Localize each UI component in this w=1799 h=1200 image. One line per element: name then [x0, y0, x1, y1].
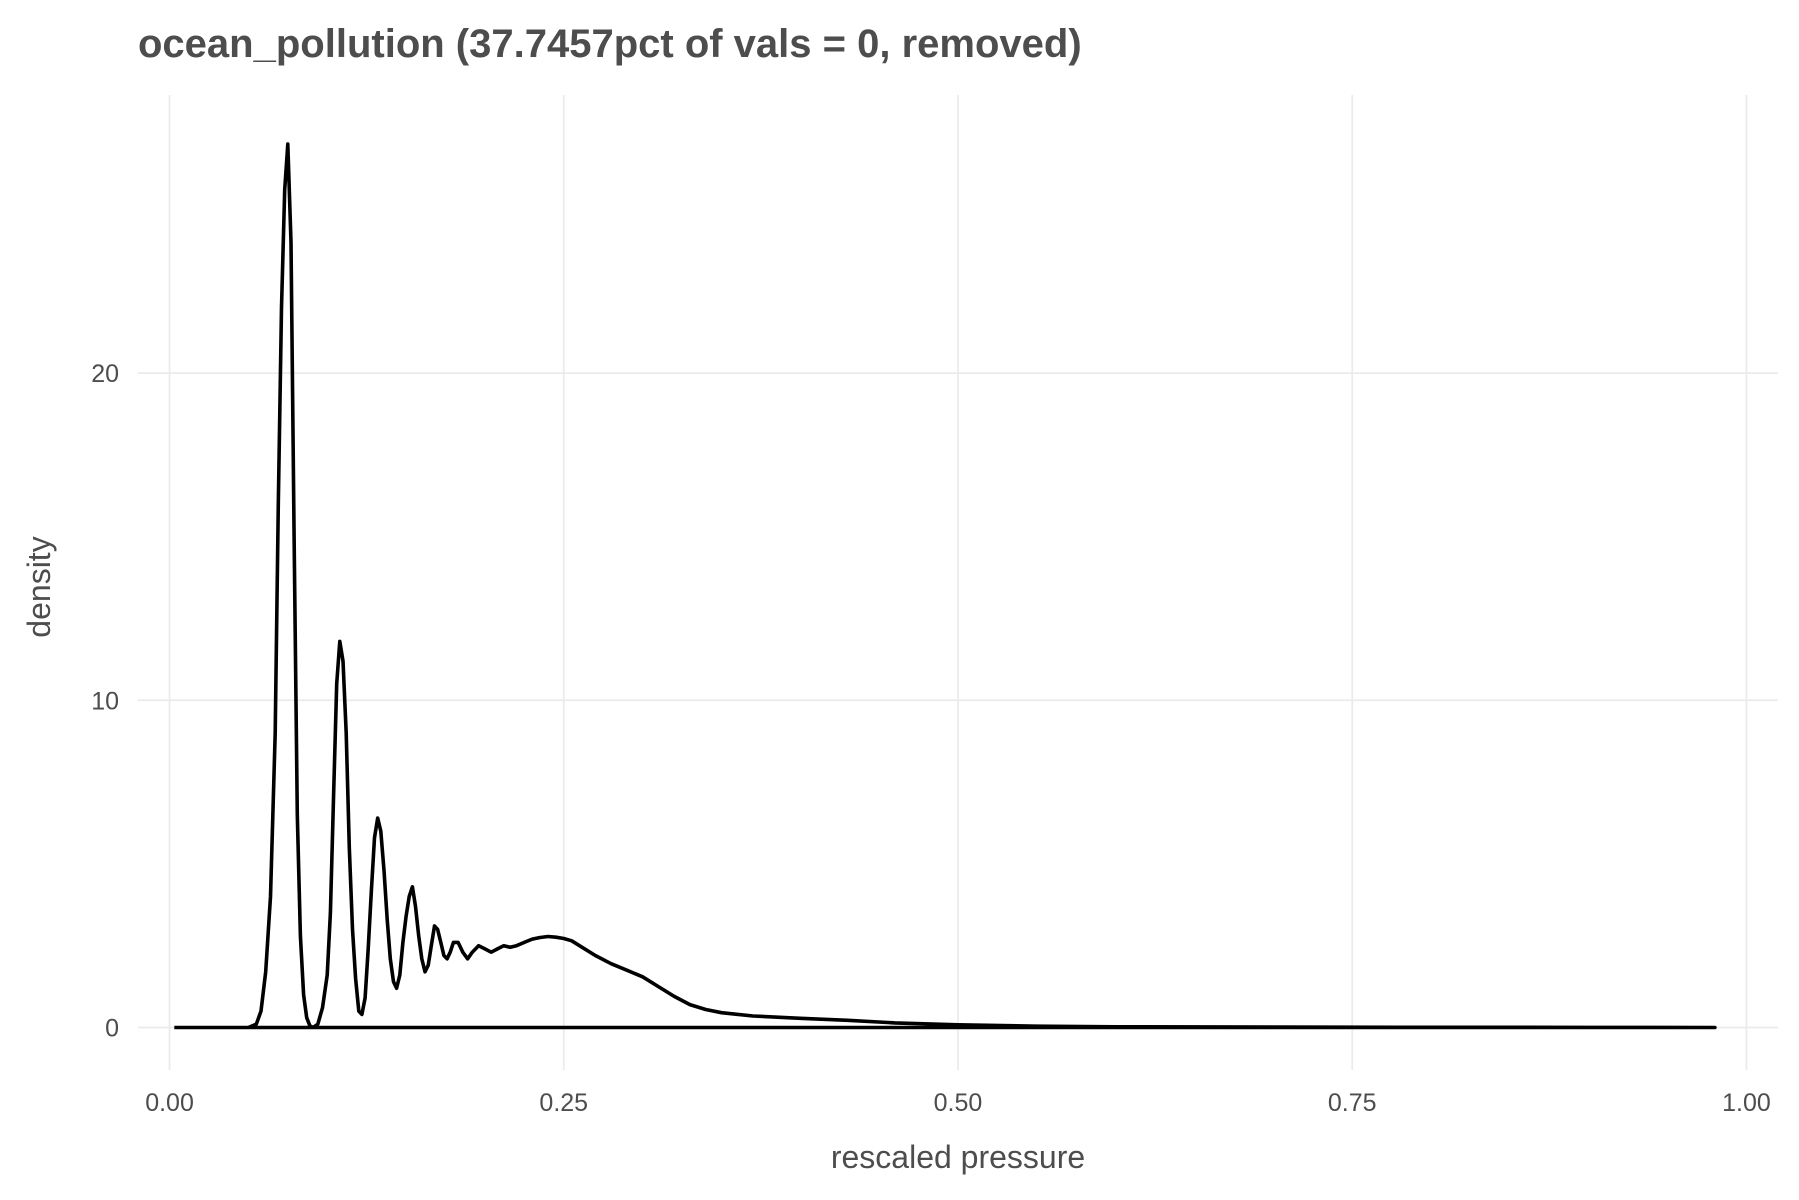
y-axis-label: density: [21, 536, 57, 637]
x-tick-label: 1.00: [1722, 1089, 1771, 1117]
x-tick-label: 0.50: [934, 1089, 983, 1117]
y-tick-label: 20: [91, 360, 119, 388]
x-tick-label: 0.75: [1328, 1089, 1377, 1117]
density-curve: [174, 142, 1717, 1030]
x-tick-label: 0.00: [145, 1089, 194, 1117]
y-tick-label: 0: [105, 1014, 119, 1042]
grid-lines: [138, 95, 1778, 1070]
tick-labels: 0.00 0.25 0.50 0.75 1.00 0 10 20: [91, 360, 1771, 1117]
x-tick-label: 0.25: [539, 1089, 588, 1117]
x-axis-label: rescaled pressure: [831, 1139, 1085, 1175]
y-tick-label: 10: [91, 687, 119, 715]
chart-title: ocean_pollution (37.7457pct of vals = 0,…: [138, 22, 1082, 66]
